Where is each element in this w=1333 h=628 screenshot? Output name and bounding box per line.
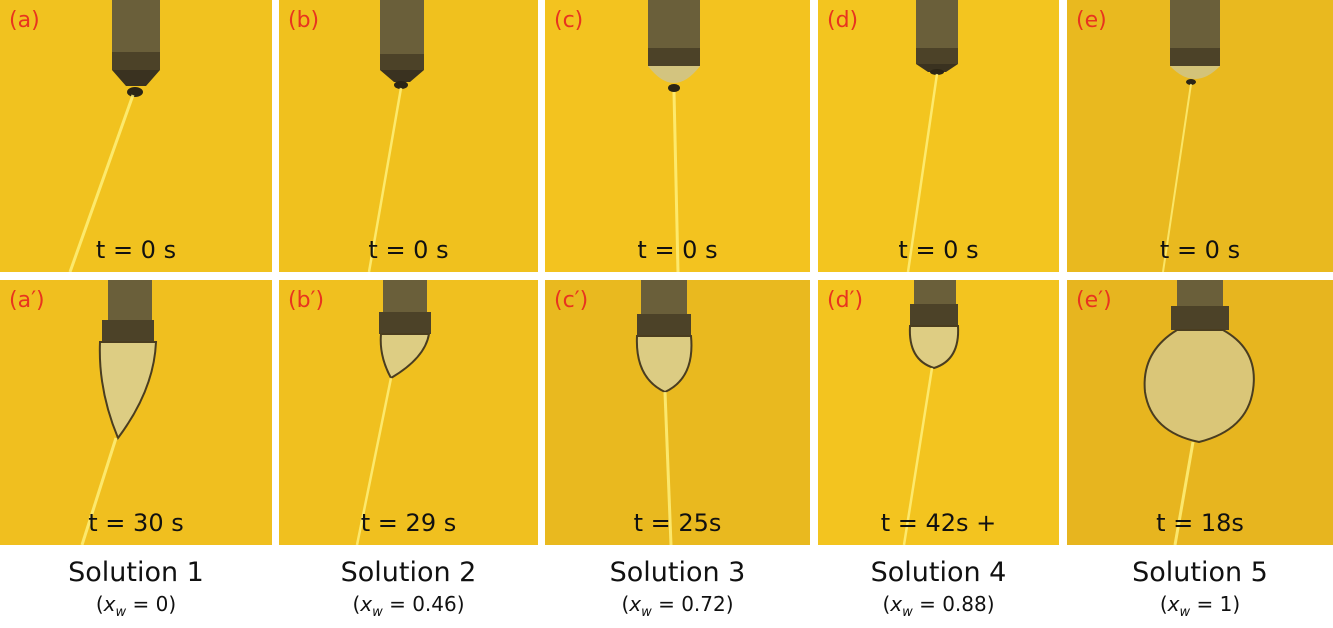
photo-panel-d: (d) t = 0 s [818,0,1059,272]
caption-title: Solution 2 [340,557,477,588]
caption-value: = 0.72) [651,592,734,616]
caption-title: Solution 5 [1132,557,1268,588]
caption-solution-1: Solution 1 (xw = 0) [0,556,272,627]
photo-panel-c: (c) t = 0 s [545,0,810,272]
caption-subtitle: (xw = 1) [1159,592,1241,620]
time-label: t = 0 s [95,236,177,264]
caption-solution-2: Solution 2 (xw = 0.46) [279,556,538,627]
panel-label: (e′) [1076,288,1112,313]
caption-value: = 0) [126,592,177,616]
caption-var: x [103,592,116,616]
caption-solution-3: Solution 3 (xw = 0.72) [545,556,810,627]
time-label: t = 0 s [368,236,449,264]
caption-subtitle: (xw = 0.88) [882,592,995,620]
caption-sub: w [1179,605,1191,620]
panel-label: (c′) [554,288,589,313]
photo-d-image [818,0,1059,272]
photo-panel-a: (a) t = 0 s [0,0,272,272]
caption-subtitle: (xw = 0.46) [352,592,465,620]
photo-b-image [279,0,538,272]
caption-var: x [1167,592,1180,616]
panel-label: (d′) [827,288,864,313]
photo-c-prime-image [545,280,810,545]
photo-a-image [0,0,272,272]
caption-sub: w [641,605,652,620]
time-label: t = 0 s [1159,236,1241,264]
caption-sub: w [115,605,127,620]
panel-label: (b) [288,8,320,33]
time-label: t = 29 s [360,509,457,537]
caption-value: = 1) [1190,592,1241,616]
photo-c-image [545,0,810,272]
photo-panel-d-prime: (d′) t = 42s + [818,280,1059,545]
time-label: t = 30 s [88,509,184,537]
caption-sub: w [372,605,383,620]
photo-e-prime-image [1067,280,1333,545]
photo-panel-b-prime: (b′) t = 29 s [279,280,538,545]
photo-a-prime-image [0,280,272,545]
caption-var: x [890,592,903,616]
photo-d-prime-image [818,280,1059,545]
caption-value: = 0.88) [912,592,995,616]
panel-label: (a′) [9,288,45,313]
time-label: t = 25s [633,509,722,537]
caption-value: = 0.46) [382,592,465,616]
time-label: t = 42s + [880,509,997,537]
panel-label: (d) [827,8,859,33]
caption-subtitle: (xw = 0) [95,592,177,620]
photo-panel-e-prime: (e′) t = 18s [1067,280,1333,545]
caption-subtitle: (xw = 0.72) [621,592,734,620]
caption-title: Solution 1 [68,557,204,588]
time-label: t = 18s [1156,509,1244,537]
photo-panel-e: (e) t = 0 s [1067,0,1333,272]
time-label: t = 0 s [898,236,979,264]
caption-var: x [360,592,373,616]
time-label: t = 0 s [637,236,718,264]
caption-solution-5: Solution 5 (xw = 1) [1067,556,1333,627]
caption-title: Solution 3 [609,557,746,588]
photo-panel-b: (b) t = 0 s [279,0,538,272]
panel-label: (b′) [288,288,325,313]
photo-e-image [1067,0,1333,272]
caption-sub: w [902,605,913,620]
panel-label: (c) [554,8,584,33]
photo-panel-c-prime: (c′) t = 25s [545,280,810,545]
photo-b-prime-image [279,280,538,545]
caption-solution-4: Solution 4 (xw = 0.88) [818,556,1059,627]
caption-var: x [629,592,642,616]
panel-label: (e) [1076,8,1107,33]
photo-panel-a-prime: (a′) t = 30 s [0,280,272,545]
caption-title: Solution 4 [870,557,1007,588]
panel-label: (a) [9,8,40,33]
